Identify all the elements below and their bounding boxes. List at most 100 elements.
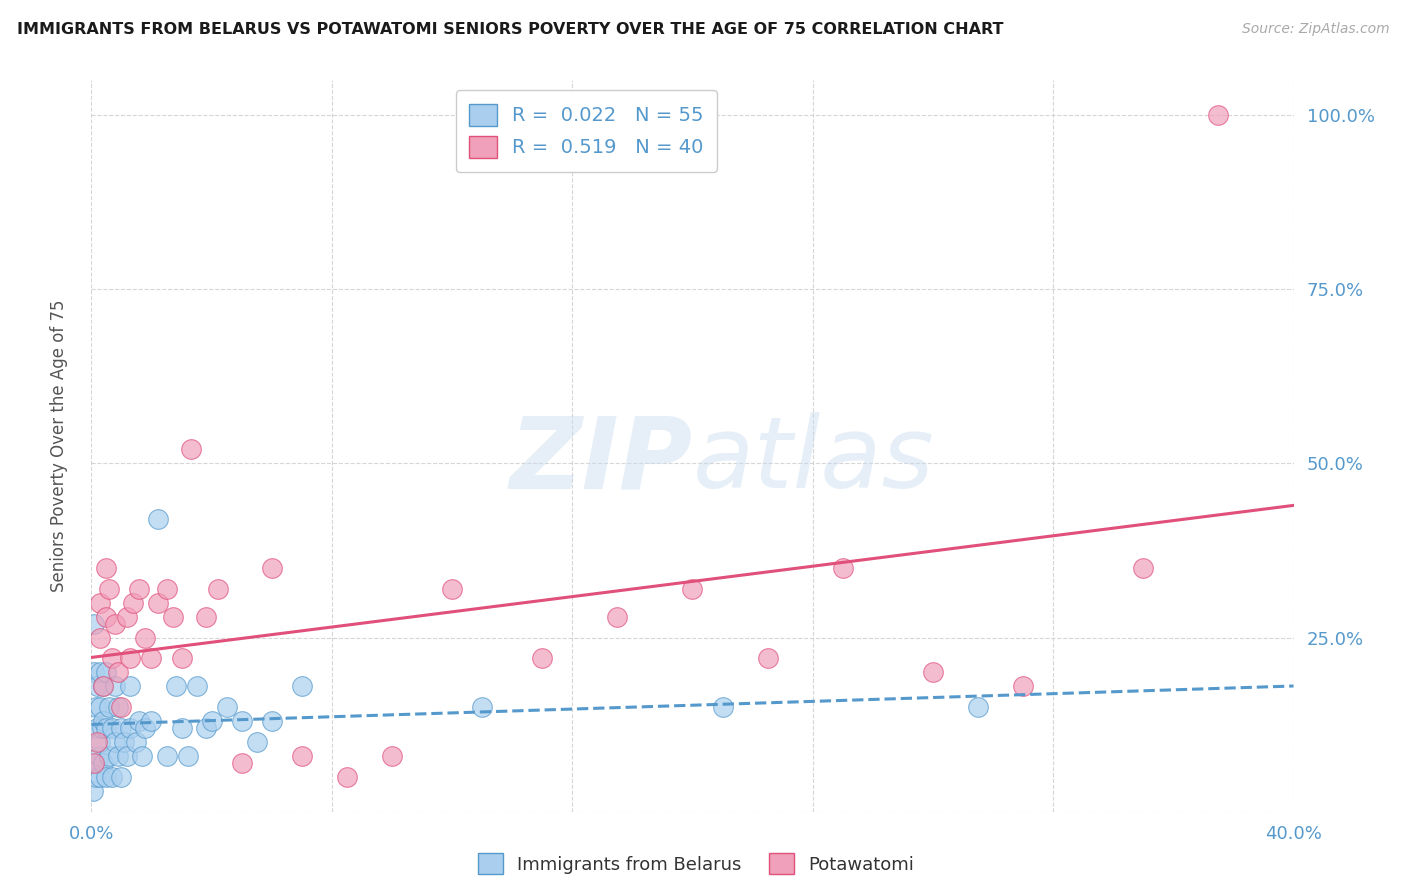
Point <box>117 749 139 764</box>
Point <box>440 582 463 596</box>
Point <box>89 665 111 680</box>
Point <box>1132 561 1154 575</box>
Point <box>96 561 118 575</box>
Y-axis label: Seniors Poverty Over the Age of 75: Seniors Poverty Over the Age of 75 <box>49 300 67 592</box>
Point <box>1208 108 1230 122</box>
Point <box>922 665 945 680</box>
Point <box>110 721 132 735</box>
Point <box>336 770 359 784</box>
Point <box>128 714 150 728</box>
Point <box>131 749 153 764</box>
Point <box>89 735 111 749</box>
Point <box>155 749 177 764</box>
Point <box>110 700 132 714</box>
Point <box>96 721 118 735</box>
Point <box>186 679 208 693</box>
Point <box>98 749 121 764</box>
Point <box>207 582 229 596</box>
Point <box>531 651 554 665</box>
Legend: Immigrants from Belarus, Potawatomi: Immigrants from Belarus, Potawatomi <box>471 846 921 881</box>
Point <box>146 596 169 610</box>
Point <box>141 651 163 665</box>
Point <box>107 700 129 714</box>
Text: Source: ZipAtlas.com: Source: ZipAtlas.com <box>1241 22 1389 37</box>
Point <box>260 714 283 728</box>
Point <box>82 784 104 798</box>
Point <box>711 700 734 714</box>
Text: ZIP: ZIP <box>509 412 692 509</box>
Point <box>101 721 124 735</box>
Point <box>1012 679 1035 693</box>
Point <box>194 609 217 624</box>
Point <box>756 651 779 665</box>
Point <box>260 561 283 575</box>
Point <box>246 735 269 749</box>
Text: IMMIGRANTS FROM BELARUS VS POTAWATOMI SENIORS POVERTY OVER THE AGE OF 75 CORRELA: IMMIGRANTS FROM BELARUS VS POTAWATOMI SE… <box>17 22 1004 37</box>
Point <box>215 700 238 714</box>
Point <box>381 749 404 764</box>
Point <box>83 665 105 680</box>
Point <box>114 735 136 749</box>
Point <box>104 679 127 693</box>
Point <box>134 721 156 735</box>
Point <box>84 700 107 714</box>
Point <box>231 756 253 770</box>
Point <box>134 631 156 645</box>
Point <box>93 679 115 693</box>
Text: atlas: atlas <box>692 412 934 509</box>
Point <box>104 735 127 749</box>
Point <box>89 596 111 610</box>
Point <box>180 442 202 457</box>
Point <box>86 756 108 770</box>
Point <box>98 582 121 596</box>
Point <box>117 609 139 624</box>
Point <box>194 721 217 735</box>
Point <box>86 735 108 749</box>
Point <box>86 679 108 693</box>
Point <box>125 735 148 749</box>
Point <box>86 721 108 735</box>
Point <box>87 749 110 764</box>
Point <box>96 609 118 624</box>
Point <box>83 756 105 770</box>
Point <box>291 749 314 764</box>
Point <box>96 665 118 680</box>
Point <box>89 770 111 784</box>
Point <box>98 700 121 714</box>
Point <box>90 721 112 735</box>
Point <box>162 609 184 624</box>
Point <box>89 631 111 645</box>
Legend: R =  0.022   N = 55, R =  0.519   N = 40: R = 0.022 N = 55, R = 0.519 N = 40 <box>456 90 717 172</box>
Point <box>120 679 142 693</box>
Point <box>120 651 142 665</box>
Point <box>831 561 853 575</box>
Point <box>104 616 127 631</box>
Point <box>170 651 193 665</box>
Point <box>89 700 111 714</box>
Point <box>93 714 115 728</box>
Point <box>201 714 224 728</box>
Point <box>120 721 142 735</box>
Point <box>128 582 150 596</box>
Point <box>96 770 118 784</box>
Point <box>83 616 105 631</box>
Point <box>165 679 187 693</box>
Point <box>231 714 253 728</box>
Point <box>93 679 115 693</box>
Point <box>122 596 145 610</box>
Point <box>141 714 163 728</box>
Point <box>93 756 115 770</box>
Point <box>107 749 129 764</box>
Point <box>681 582 703 596</box>
Point <box>84 770 107 784</box>
Point <box>155 582 177 596</box>
Point <box>107 665 129 680</box>
Point <box>606 609 628 624</box>
Point <box>291 679 314 693</box>
Point <box>176 749 198 764</box>
Point <box>101 651 124 665</box>
Point <box>146 512 169 526</box>
Point <box>170 721 193 735</box>
Point <box>471 700 494 714</box>
Point <box>101 770 124 784</box>
